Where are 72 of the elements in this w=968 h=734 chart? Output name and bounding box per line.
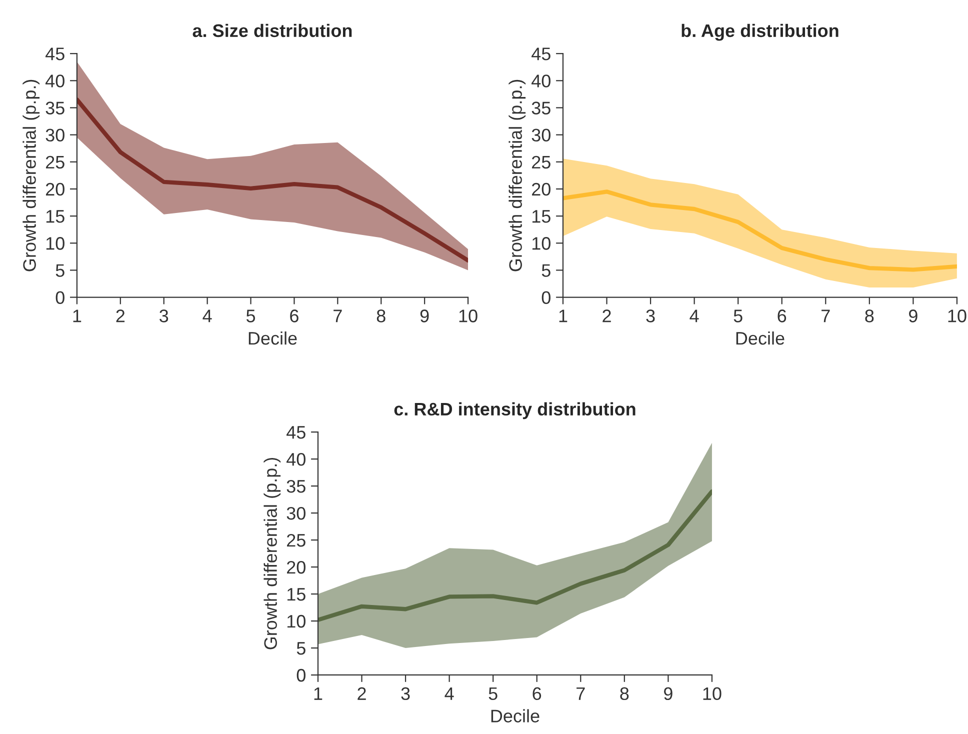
x-axis-title: Decile	[248, 331, 297, 345]
y-tick-label: 45	[286, 426, 306, 439]
x-tick-label: 5	[734, 310, 742, 322]
y-tick-label: 35	[286, 480, 306, 493]
y-tick-label: 5	[542, 264, 550, 277]
y-tick-label: 30	[286, 506, 306, 520]
x-tick-label: 1	[314, 687, 322, 700]
line-series	[562, 190, 957, 272]
y-tick-label: 30	[532, 128, 550, 142]
x-tick-label: 10	[948, 310, 966, 322]
x-tick-label: 7	[822, 310, 830, 322]
y-axis-title: Growth differential (p.p.)	[264, 458, 281, 650]
chart-title: a. Size distribution	[192, 24, 352, 38]
y-tick-label: 10	[532, 237, 550, 250]
y-tick-label: 25	[287, 534, 306, 547]
y-tick-label: 30	[46, 128, 64, 142]
x-tick-label: 1	[559, 310, 568, 322]
x-tick-label: 8	[865, 310, 874, 322]
y-tick-label: 45	[532, 48, 550, 60]
x-tick-label: 9	[909, 310, 918, 322]
x-tick-label: 4	[202, 310, 212, 322]
y-axis-title: Growth differential (p.p.)	[22, 80, 40, 272]
x-axis-title: Decile	[491, 709, 540, 722]
y-tick-label: 0	[542, 291, 550, 304]
y-tick-label: 0	[56, 291, 64, 304]
x-tick-label: 6	[290, 310, 298, 322]
x-tick-label: 4	[444, 687, 454, 700]
x-tick-label: 8	[620, 687, 629, 700]
y-tick-label: 20	[287, 560, 306, 574]
x-tick-label: 5	[246, 310, 256, 322]
chart-title: c. R&D intensity distribution	[394, 402, 636, 420]
y-tick-label: 35	[532, 102, 550, 114]
y-tick-label: 25	[532, 156, 550, 169]
x-tick-label: 3	[646, 310, 655, 322]
y-tick-label: 15	[287, 588, 306, 601]
x-tick-label: 5	[488, 687, 498, 700]
y-tick-label: 40	[45, 74, 64, 88]
line-series	[76, 98, 468, 263]
y-axis-title: Growth differential (p.p.)	[508, 80, 526, 272]
y-tick-label: 5	[296, 642, 306, 655]
y-tick-label: 5	[56, 264, 64, 277]
y-tick-label: 20	[532, 182, 550, 196]
x-tick-label: 2	[116, 310, 125, 322]
y-tick-label: 10	[46, 237, 64, 250]
x-tick-label: 7	[576, 687, 585, 700]
x-tick-label: 1	[73, 310, 82, 322]
x-tick-label: 9	[664, 687, 672, 700]
x-tick-label: 4	[690, 310, 699, 322]
x-tick-label: 3	[160, 310, 168, 322]
y-tick-label: 35	[46, 102, 64, 114]
y-tick-label: 45	[45, 48, 64, 60]
x-tick-label: 8	[376, 310, 386, 322]
x-tick-label: 2	[602, 310, 611, 322]
y-tick-label: 15	[532, 210, 550, 223]
y-tick-label: 10	[287, 614, 306, 628]
x-tick-label: 6	[778, 310, 786, 322]
x-tick-label: 7	[334, 310, 342, 322]
y-tick-label: 40	[286, 452, 306, 466]
x-tick-label: 9	[420, 310, 429, 322]
line-series	[318, 489, 712, 622]
y-tick-label: 0	[296, 668, 306, 682]
y-tick-label: 20	[46, 182, 64, 196]
y-tick-label: 40	[532, 74, 550, 88]
y-tick-label: 25	[46, 156, 64, 169]
x-axis-title: Decile	[736, 331, 784, 345]
x-tick-label: 3	[401, 687, 410, 700]
chart-title: b. Age distribution	[682, 24, 838, 41]
x-tick-label: 10	[459, 310, 478, 322]
x-tick-label: 6	[532, 687, 542, 700]
x-tick-label: 2	[358, 687, 366, 700]
x-tick-label: 10	[703, 687, 722, 700]
y-tick-label: 15	[46, 210, 64, 223]
